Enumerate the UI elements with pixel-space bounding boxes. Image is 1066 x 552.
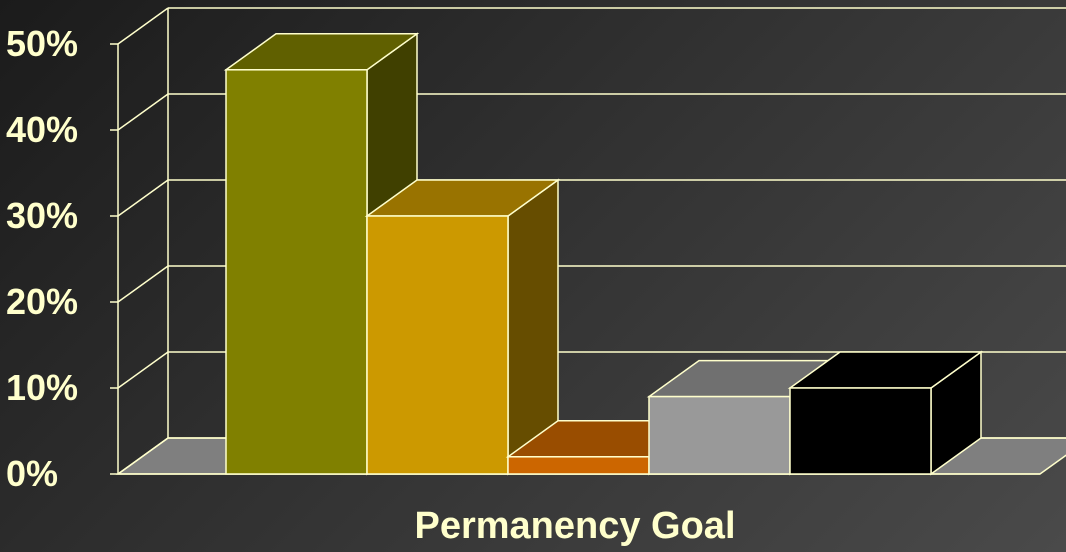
bar-front-face bbox=[366, 215, 509, 475]
y-tick-label: 20% bbox=[6, 281, 78, 322]
y-tick-labels: 0% 10% 20% 30% 40% 50% bbox=[6, 23, 78, 494]
gridline-side bbox=[117, 437, 169, 475]
gridline-side bbox=[117, 265, 169, 303]
gridline-side bbox=[117, 179, 169, 217]
y-tick-label: 0% bbox=[6, 453, 58, 494]
bar-front-face bbox=[648, 395, 791, 475]
bar bbox=[364, 178, 561, 476]
bar-front-face bbox=[789, 387, 932, 475]
y-tick-label: 40% bbox=[6, 109, 78, 150]
y-tick-label: 10% bbox=[6, 367, 78, 408]
bar-front-face bbox=[507, 456, 650, 475]
y-tick-label: 50% bbox=[6, 23, 78, 64]
bars bbox=[223, 32, 984, 476]
gridline-side bbox=[117, 93, 169, 131]
bar bbox=[787, 350, 984, 476]
gridline-side bbox=[117, 7, 169, 45]
bar-front-face bbox=[225, 69, 368, 475]
gridline-side bbox=[117, 351, 169, 389]
x-axis-title: Permanency Goal bbox=[414, 505, 735, 547]
y-tick-label: 30% bbox=[6, 195, 78, 236]
